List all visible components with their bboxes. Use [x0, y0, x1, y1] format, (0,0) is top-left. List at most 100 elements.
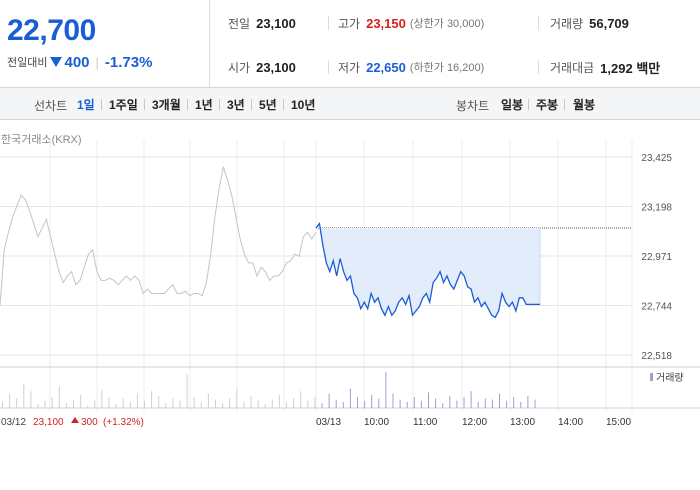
volume-bar [172, 398, 174, 408]
volume-bar [264, 404, 266, 408]
divider [564, 99, 565, 110]
x-tick-label: 12:00 [462, 417, 487, 428]
change-label: 전일대비 [7, 57, 48, 69]
price-chart[interactable]: 23,425 23,198 22,971 22,744 22,518 03/13 10:00… [0, 140, 700, 440]
x-tick-label: 13:00 [510, 417, 535, 428]
chart-labels: 23,425 23,198 22,971 22,744 22,518 03/13 10:00… [316, 153, 672, 428]
tab-10-year[interactable]: 10년 [291, 98, 316, 112]
volume-bar [378, 398, 380, 408]
volume-bar [101, 390, 103, 408]
volume-bar [286, 402, 287, 408]
line-chart-title: 선차트 [34, 99, 68, 113]
volume-bar [222, 403, 224, 408]
volume-bar [9, 393, 11, 408]
stat-value: 23,100 [256, 59, 296, 75]
stat-low: 저가 22,650 (하한가 16,200) [338, 57, 484, 77]
y-tick-label: 23,425 [641, 153, 672, 164]
stat-open: 시가 23,100 [228, 57, 296, 77]
tab-1-week[interactable]: 1주일 [109, 98, 138, 112]
stat-sub: (상한가 30,000) [409, 18, 485, 30]
prev-day-rate: (+1.32%) [103, 417, 144, 428]
volume-bar [435, 398, 437, 408]
volume-bar [23, 384, 25, 408]
stat-high: 고가 23,150 (상한가 30,000) [338, 13, 484, 33]
divider [283, 99, 284, 110]
volume-bar [534, 399, 536, 408]
volume-bar [392, 393, 394, 408]
divider: | [95, 54, 99, 70]
volume-bar [243, 402, 245, 408]
volume-bar [136, 393, 138, 408]
divider [328, 16, 329, 30]
volume-bar [357, 397, 358, 408]
stat-volume: 거래량 56,709 [550, 13, 629, 33]
volume-bar [491, 399, 493, 408]
volume-bar [51, 397, 53, 408]
divider [538, 60, 539, 74]
tab-1-day[interactable]: 1일 [77, 98, 95, 112]
volume-bar [420, 400, 422, 408]
divider [328, 60, 329, 74]
prev-day-change: 300 [81, 417, 98, 428]
volume-bar [300, 391, 302, 408]
volume-bar [399, 399, 401, 408]
x-tick-label: 14:00 [558, 417, 583, 428]
x-tick-label: 15:00 [606, 417, 631, 428]
volume-bar [2, 402, 3, 408]
stat-sub: (하한가 16,200) [409, 62, 485, 74]
volume-bar [364, 400, 366, 408]
tab-1-year[interactable]: 1년 [195, 98, 213, 112]
tab-daily-candle[interactable]: 일봉 [501, 98, 524, 112]
volume-bar [307, 400, 309, 408]
stat-amount: 거래대금 1,292 백만 [550, 57, 660, 77]
change-amount: 400 [64, 53, 90, 71]
divider [219, 99, 220, 110]
volume-bar [335, 399, 337, 408]
tab-monthly-candle[interactable]: 월봉 [573, 98, 596, 112]
volume-bar [87, 405, 89, 408]
volume-bar [442, 403, 444, 408]
volume-bar [94, 400, 96, 408]
volume-bar [73, 399, 74, 408]
y-tick-label: 22,518 [641, 351, 672, 362]
stat-value: 23,100 [256, 15, 296, 31]
volume-bar [122, 398, 124, 408]
divider [251, 99, 252, 110]
tab-weekly-candle[interactable]: 주봉 [536, 98, 559, 112]
prev-day-line [0, 166, 317, 306]
data-source-label: 한국거래소(KRX) [1, 134, 82, 146]
volume-bar [413, 397, 415, 408]
divider [528, 99, 529, 110]
stat-label: 시가 [228, 60, 251, 75]
stat-label: 전일 [228, 16, 251, 31]
stock-summary: 22,700 전일대비 400 | -1.73% 전일 23,100 고가 23… [0, 0, 700, 88]
volume-bar [513, 397, 515, 408]
volume-bar [456, 400, 458, 408]
volume-bar [250, 396, 252, 408]
volume-bar [16, 398, 18, 408]
change-row: 전일대비 400 | -1.73% [7, 53, 152, 71]
volume-bar [165, 403, 167, 408]
volume-bar [449, 396, 451, 408]
tab-5-year[interactable]: 5년 [259, 98, 277, 112]
volume-bar [58, 386, 60, 408]
stat-prev-close: 전일 23,100 [228, 13, 296, 33]
volume-bar [80, 394, 82, 408]
tab-3-month[interactable]: 3개월 [152, 98, 181, 112]
volume-bar [470, 391, 472, 408]
divider [187, 99, 188, 110]
stat-value: 1,292 백만 [600, 60, 661, 76]
volume-bar [158, 396, 160, 408]
tab-3-year[interactable]: 3년 [227, 98, 245, 112]
prev-day-close: 23,100 [33, 417, 64, 428]
volume-bar [236, 388, 238, 408]
volume-bar [271, 399, 273, 408]
volume-bar [406, 402, 408, 408]
x-tick-label: 11:00 [413, 417, 438, 428]
volume-bar [215, 399, 216, 408]
volume-bar [65, 403, 67, 408]
stat-label: 거래대금 [550, 60, 595, 75]
volume-bar [278, 394, 280, 408]
volume-legend-swatch [650, 373, 653, 381]
stat-value: 22,650 [366, 59, 406, 75]
